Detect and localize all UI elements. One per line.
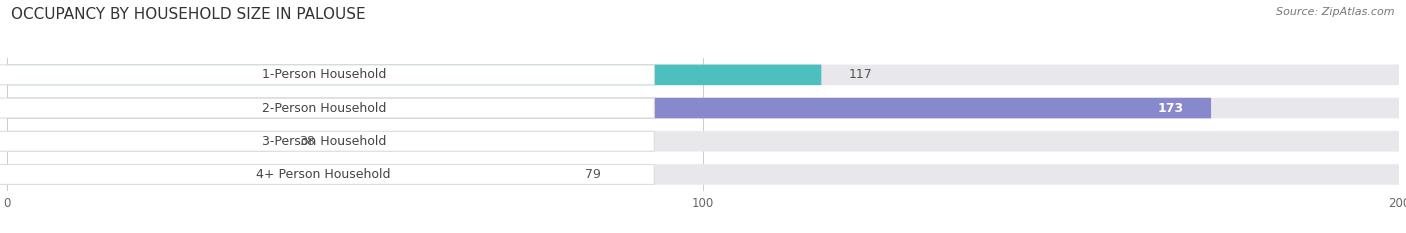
Text: 173: 173 [1157, 102, 1184, 115]
FancyBboxPatch shape [7, 65, 1399, 85]
FancyBboxPatch shape [0, 131, 654, 151]
FancyBboxPatch shape [0, 65, 654, 85]
FancyBboxPatch shape [7, 98, 1399, 118]
FancyBboxPatch shape [7, 131, 1399, 151]
Text: 3-Person Household: 3-Person Household [262, 135, 385, 148]
Text: 79: 79 [585, 168, 600, 181]
Text: 1-Person Household: 1-Person Household [262, 68, 385, 81]
Text: 38: 38 [299, 135, 315, 148]
Text: 117: 117 [849, 68, 873, 81]
Text: 4+ Person Household: 4+ Person Household [256, 168, 391, 181]
FancyBboxPatch shape [7, 164, 557, 185]
Text: OCCUPANCY BY HOUSEHOLD SIZE IN PALOUSE: OCCUPANCY BY HOUSEHOLD SIZE IN PALOUSE [11, 7, 366, 22]
FancyBboxPatch shape [7, 164, 1399, 185]
FancyBboxPatch shape [7, 65, 821, 85]
FancyBboxPatch shape [7, 98, 1211, 118]
Text: 2-Person Household: 2-Person Household [262, 102, 385, 115]
FancyBboxPatch shape [0, 98, 654, 118]
FancyBboxPatch shape [0, 164, 654, 185]
Text: Source: ZipAtlas.com: Source: ZipAtlas.com [1277, 7, 1395, 17]
FancyBboxPatch shape [7, 131, 271, 151]
